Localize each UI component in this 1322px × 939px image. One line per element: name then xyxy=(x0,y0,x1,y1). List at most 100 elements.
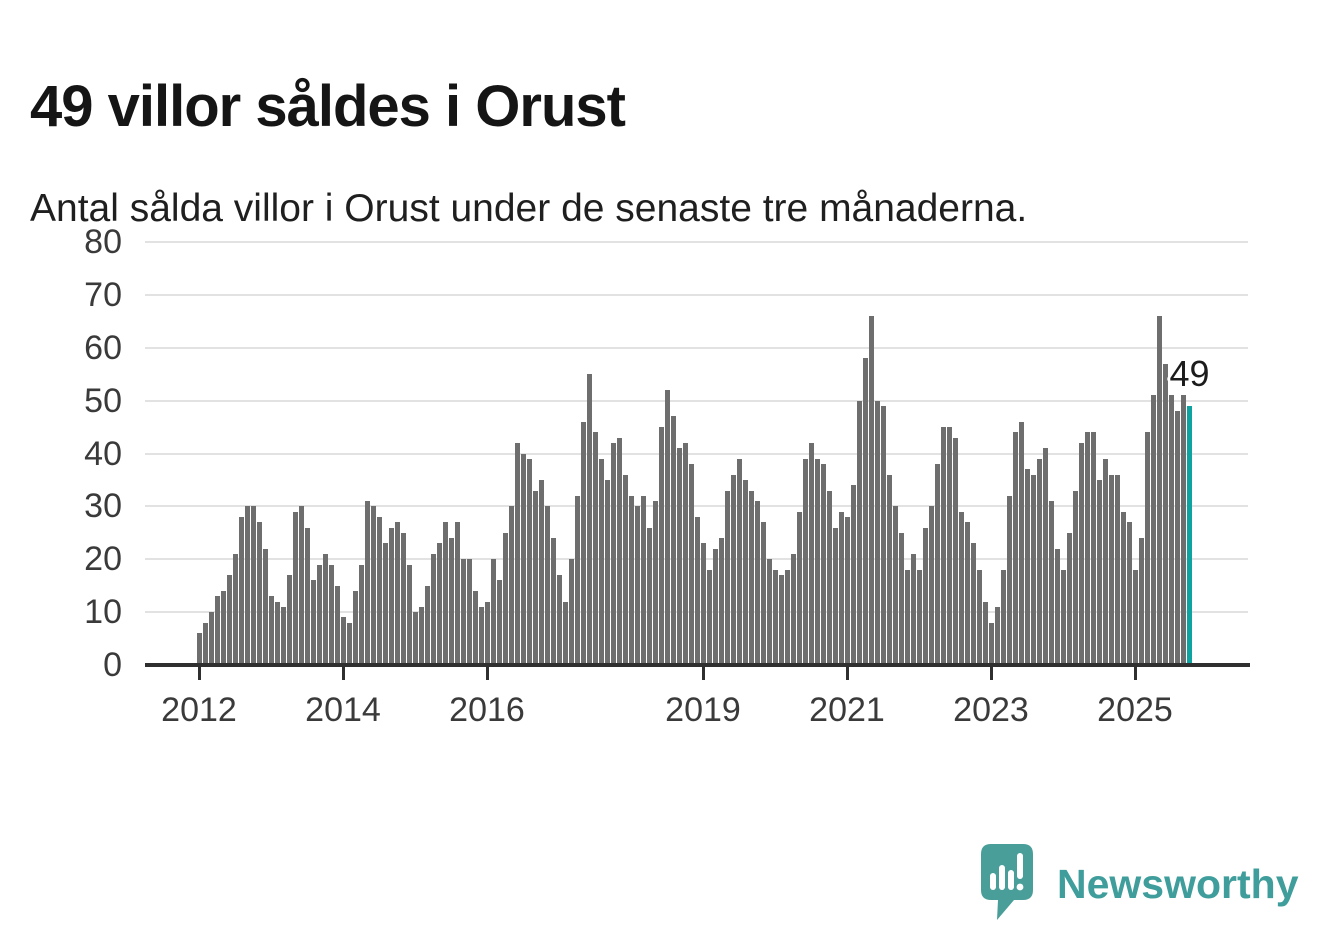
bar xyxy=(922,527,928,665)
bar xyxy=(814,458,820,665)
bar xyxy=(586,374,592,665)
x-axis-tick xyxy=(702,665,705,680)
bar xyxy=(772,569,778,665)
bar xyxy=(928,506,934,665)
bar xyxy=(1006,495,1012,665)
bar xyxy=(346,622,352,665)
bar xyxy=(868,316,874,665)
bar xyxy=(976,569,982,665)
y-axis-label: 50 xyxy=(84,381,122,420)
bar xyxy=(736,458,742,665)
bar xyxy=(1144,432,1150,665)
bar xyxy=(472,590,478,665)
bar xyxy=(382,543,388,665)
bar xyxy=(262,548,268,665)
bar xyxy=(406,564,412,665)
bar xyxy=(880,405,886,665)
bar xyxy=(364,501,370,665)
bar xyxy=(760,522,766,665)
y-axis-label: 30 xyxy=(84,487,122,526)
bar xyxy=(952,437,958,665)
bar xyxy=(700,543,706,665)
bar xyxy=(256,522,262,665)
bar xyxy=(1048,501,1054,665)
bar xyxy=(1120,511,1126,665)
bar xyxy=(274,601,280,665)
bar xyxy=(1036,458,1042,665)
x-axis-tick xyxy=(198,665,201,680)
bar xyxy=(442,522,448,665)
y-axis-label: 40 xyxy=(84,434,122,473)
bar xyxy=(202,622,208,665)
y-axis-label: 80 xyxy=(84,223,122,261)
bar xyxy=(238,516,244,665)
bar xyxy=(718,538,724,665)
bar xyxy=(544,506,550,665)
bar xyxy=(532,490,538,665)
bar xyxy=(754,501,760,665)
bar xyxy=(334,585,340,665)
bar xyxy=(652,501,658,665)
bar xyxy=(646,527,652,665)
bar xyxy=(478,606,484,665)
bar xyxy=(454,522,460,665)
bar xyxy=(676,448,682,665)
bar xyxy=(826,490,832,665)
bar xyxy=(328,564,334,665)
bar xyxy=(910,553,916,665)
bar xyxy=(448,538,454,665)
bar xyxy=(574,495,580,665)
bar xyxy=(1156,316,1162,665)
bar xyxy=(1084,432,1090,665)
bar xyxy=(712,548,718,665)
bar xyxy=(1066,532,1072,665)
bar xyxy=(280,606,286,665)
bar xyxy=(1054,548,1060,665)
bar xyxy=(562,601,568,665)
bar xyxy=(1012,432,1018,665)
bar xyxy=(850,485,856,665)
bar xyxy=(592,432,598,665)
bar xyxy=(1162,363,1168,665)
bar xyxy=(322,553,328,665)
newsworthy-logo-icon xyxy=(981,844,1033,920)
bar xyxy=(916,569,922,665)
x-axis-tick xyxy=(846,665,849,680)
bar xyxy=(196,633,202,665)
bar xyxy=(1042,448,1048,665)
y-axis-label: 10 xyxy=(84,593,122,632)
bar xyxy=(580,421,586,665)
bar xyxy=(460,559,466,665)
bar xyxy=(598,458,604,665)
bar xyxy=(856,400,862,665)
highlighted-bar xyxy=(1186,405,1192,665)
bar xyxy=(934,464,940,665)
bar xyxy=(1174,411,1180,665)
bar xyxy=(802,458,808,665)
bar xyxy=(940,427,946,665)
bar xyxy=(226,575,232,665)
bar xyxy=(946,427,952,665)
x-axis-line xyxy=(145,663,1250,667)
x-axis-label: 2025 xyxy=(1097,691,1173,729)
y-axis-label: 0 xyxy=(103,646,122,684)
y-gridline xyxy=(145,346,1248,349)
bar xyxy=(1114,474,1120,665)
bar xyxy=(370,506,376,665)
bar xyxy=(1168,395,1174,665)
y-gridline xyxy=(145,293,1248,296)
y-gridline xyxy=(145,505,1248,508)
bar xyxy=(250,506,256,665)
bar xyxy=(232,553,238,665)
bar xyxy=(220,590,226,665)
bar xyxy=(490,559,496,665)
bar xyxy=(1102,458,1108,665)
bar xyxy=(982,601,988,665)
bar xyxy=(1072,490,1078,665)
x-axis-tick xyxy=(1134,665,1137,680)
bar xyxy=(502,532,508,665)
bar xyxy=(634,506,640,665)
bar xyxy=(964,522,970,665)
bar xyxy=(748,490,754,665)
